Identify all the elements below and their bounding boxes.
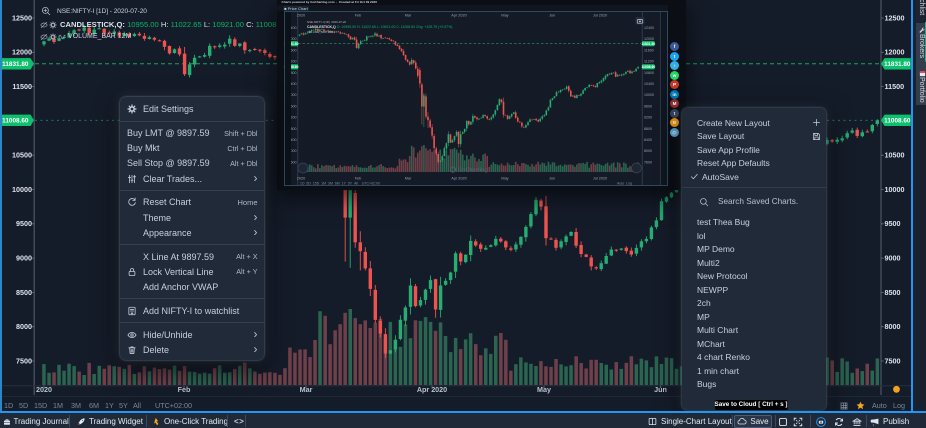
svg-text:9600: 9600 bbox=[289, 104, 297, 108]
svg-text:10400: 10400 bbox=[644, 82, 654, 86]
svg-text:7500: 7500 bbox=[16, 356, 32, 365]
svg-text:8000: 8000 bbox=[885, 322, 901, 331]
svg-text:Feb: Feb bbox=[355, 176, 362, 180]
svg-text:Apr 2020: Apr 2020 bbox=[417, 385, 447, 394]
svg-text:Mar: Mar bbox=[405, 176, 412, 180]
svg-text:8000: 8000 bbox=[289, 149, 297, 153]
svg-text:7500: 7500 bbox=[885, 356, 901, 365]
svg-text:CANDLESTICK,Q O: 10955.00 H: 1: CANDLESTICK,Q O: 10955.00 H: 11022.65 L:… bbox=[307, 25, 452, 29]
svg-text:12000: 12000 bbox=[885, 48, 905, 57]
svg-text:VOLUME_BAR 36M: VOLUME_BAR 36M bbox=[307, 29, 334, 33]
svg-text:12000: 12000 bbox=[287, 37, 297, 41]
svg-text:Auto Log: Auto Log bbox=[617, 181, 632, 185]
svg-text:2020: 2020 bbox=[297, 13, 305, 17]
svg-text:10400: 10400 bbox=[287, 82, 297, 86]
svg-text:11600: 11600 bbox=[287, 48, 297, 52]
svg-text:8000: 8000 bbox=[644, 149, 652, 153]
svg-text:Jul 2020: Jul 2020 bbox=[593, 176, 607, 180]
svg-text:Mar: Mar bbox=[405, 13, 412, 17]
svg-text:Apr 2020: Apr 2020 bbox=[451, 13, 466, 17]
svg-text:May: May bbox=[501, 13, 508, 17]
svg-text:12000: 12000 bbox=[12, 48, 32, 57]
svg-text:8800: 8800 bbox=[289, 126, 297, 130]
svg-text:2020: 2020 bbox=[36, 385, 52, 394]
svg-text:10000: 10000 bbox=[12, 185, 32, 194]
svg-text:9500: 9500 bbox=[885, 219, 901, 228]
svg-text:7600: 7600 bbox=[644, 160, 652, 164]
svg-text:12500: 12500 bbox=[12, 13, 32, 22]
svg-text:8800: 8800 bbox=[644, 126, 652, 130]
svg-text:10800: 10800 bbox=[644, 70, 654, 74]
svg-text:NSE:NIFTY-I [1D] 2020-07-20: NSE:NIFTY-I [1D] 2020-07-20 bbox=[307, 20, 346, 24]
svg-text:GoCharting: GoCharting bbox=[458, 167, 488, 173]
svg-text:11008.60: 11008.60 bbox=[641, 65, 655, 69]
svg-text:8000: 8000 bbox=[16, 322, 32, 331]
svg-text:9200: 9200 bbox=[289, 115, 297, 119]
svg-text:11500: 11500 bbox=[885, 82, 905, 91]
svg-text:8500: 8500 bbox=[16, 288, 32, 297]
svg-text:Jun: Jun bbox=[549, 176, 555, 180]
svg-text:9200: 9200 bbox=[644, 115, 652, 119]
svg-text:10000: 10000 bbox=[644, 93, 654, 97]
svg-text:12400: 12400 bbox=[644, 26, 654, 30]
svg-text:Apr 2020: Apr 2020 bbox=[451, 176, 466, 180]
svg-text:8400: 8400 bbox=[644, 138, 652, 142]
svg-text:11200: 11200 bbox=[644, 59, 654, 63]
svg-text:11831.80: 11831.80 bbox=[285, 42, 299, 46]
svg-text:10500: 10500 bbox=[885, 151, 905, 160]
svg-text:May: May bbox=[501, 176, 508, 180]
svg-text:8400: 8400 bbox=[289, 138, 297, 142]
svg-text:10800: 10800 bbox=[287, 70, 297, 74]
svg-text:Feb: Feb bbox=[178, 385, 191, 394]
svg-text:10000: 10000 bbox=[287, 93, 297, 97]
svg-text:1D 5D 15D 1M 3M 6M 1Y 5: 1D 5D 15D 1M 3M 6M 1Y 5Y All UTC+02:00 bbox=[300, 181, 380, 185]
svg-text:9000: 9000 bbox=[16, 254, 32, 263]
svg-text:2020: 2020 bbox=[297, 176, 305, 180]
svg-text:May: May bbox=[537, 385, 551, 394]
svg-text:11831.80: 11831.80 bbox=[641, 42, 655, 46]
svg-text:12000: 12000 bbox=[644, 37, 654, 41]
svg-text:8500: 8500 bbox=[885, 288, 901, 297]
svg-text:11200: 11200 bbox=[287, 59, 297, 63]
svg-text:11008.60: 11008.60 bbox=[285, 65, 299, 69]
svg-text:11500: 11500 bbox=[12, 82, 32, 91]
svg-text:11831.80: 11831.80 bbox=[2, 61, 29, 68]
svg-text:12400: 12400 bbox=[287, 26, 297, 30]
svg-text:11008.60: 11008.60 bbox=[884, 118, 911, 125]
svg-text:7600: 7600 bbox=[289, 160, 297, 164]
svg-text:Feb: Feb bbox=[355, 13, 362, 17]
svg-text:10500: 10500 bbox=[12, 151, 32, 160]
svg-text:9600: 9600 bbox=[644, 104, 652, 108]
svg-text:Mar: Mar bbox=[300, 385, 313, 394]
svg-text:9500: 9500 bbox=[16, 219, 32, 228]
svg-text:Jun: Jun bbox=[549, 13, 555, 17]
svg-text:12500: 12500 bbox=[885, 13, 905, 22]
svg-text:10000: 10000 bbox=[885, 185, 905, 194]
svg-text:9000: 9000 bbox=[885, 254, 901, 263]
svg-text:Jul 2020: Jul 2020 bbox=[593, 13, 607, 17]
svg-text:11831.80: 11831.80 bbox=[884, 61, 911, 68]
svg-text:11008.60: 11008.60 bbox=[2, 118, 29, 125]
svg-text:Jun: Jun bbox=[654, 385, 667, 394]
svg-text:11600: 11600 bbox=[644, 48, 654, 52]
